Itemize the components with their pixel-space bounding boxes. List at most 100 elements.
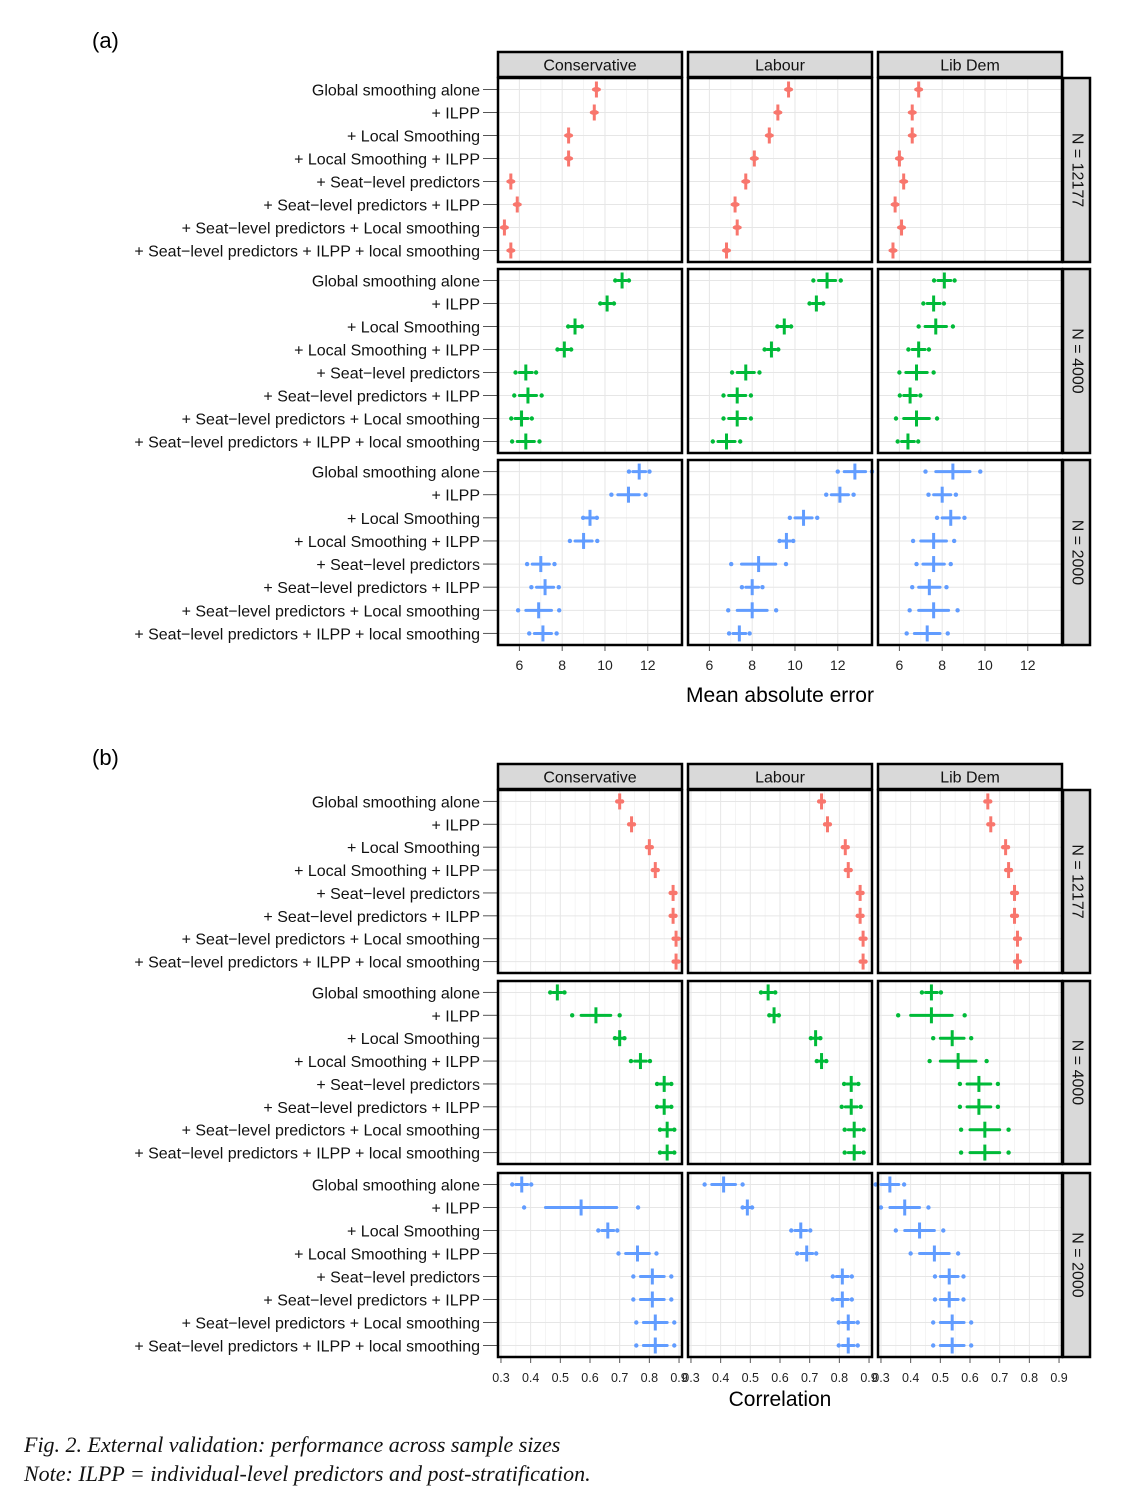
model-label: + Seat−level predictors + Local smoothin…: [182, 1123, 480, 1140]
estimate-outlier-dot: [863, 959, 868, 964]
estimate-outlier-dot: [757, 370, 762, 375]
estimate-outlier-dot: [647, 469, 652, 474]
estimate-outlier-dot: [908, 1251, 913, 1256]
estimate-outlier-dot: [765, 133, 770, 138]
estimate-outlier-dot: [842, 1127, 847, 1132]
estimate-outlier-dot: [529, 416, 535, 421]
model-label: + Local Smoothing + ILPP: [294, 152, 480, 169]
facet-border: [686, 458, 874, 647]
model-label: + Local Smoothing + ILPP: [294, 1054, 480, 1071]
estimate-outlier-dot: [622, 1035, 627, 1041]
x-tick-label: 0.7: [991, 1371, 1008, 1385]
estimate-outlier-dot: [1017, 936, 1023, 941]
estimate-outlier-dot: [777, 110, 782, 115]
estimate-outlier-dot: [836, 1320, 841, 1325]
estimate-outlier-dot: [738, 439, 743, 444]
estimate-outlier-dot: [910, 538, 916, 544]
estimate-outlier-dot: [672, 1127, 677, 1132]
estimate-outlier-dot: [741, 179, 747, 184]
estimate-outlier-dot: [958, 1150, 964, 1155]
estimate-outlier-dot: [556, 608, 562, 613]
estimate-outlier-dot: [958, 1127, 964, 1132]
estimate-outlier-dot: [858, 936, 863, 941]
estimate-outlier-dot: [524, 561, 530, 567]
estimate-outlier-dot: [740, 1182, 745, 1187]
estimate-outlier-dot: [889, 248, 894, 253]
sample-size-label: N = 4000: [1068, 1040, 1085, 1105]
sample-size-strip: [1061, 76, 1092, 264]
facet-background: [498, 78, 682, 262]
estimate-outlier-dot: [811, 278, 816, 283]
party-label: Conservative: [543, 770, 636, 787]
estimate-outlier-dot: [1014, 913, 1020, 919]
estimate-outlier-dot: [510, 1182, 515, 1187]
facet-background: [878, 78, 1062, 262]
facet-border: [496, 76, 684, 264]
estimate-outlier-dot: [654, 1104, 660, 1110]
model-label: + Seat−level predictors + ILPP: [263, 909, 480, 926]
estimate-outlier-dot: [776, 1013, 782, 1018]
estimate-outlier-dot: [926, 1205, 931, 1210]
estimate-outlier-dot: [931, 370, 936, 375]
model-label: + Local Smoothing: [347, 129, 480, 146]
estimate-outlier-dot: [722, 248, 727, 253]
estimate-outlier-dot: [631, 822, 637, 827]
x-tick-label: 0.8: [641, 1371, 658, 1385]
estimate-outlier-dot: [626, 822, 632, 827]
estimate-outlier-dot: [921, 301, 926, 306]
estimate-outlier-dot: [830, 1274, 836, 1279]
estimate-outlier-dot: [734, 202, 739, 207]
model-label: + Seat−level predictors + ILPP: [263, 1293, 480, 1310]
estimate-outlier-dot: [961, 1274, 966, 1279]
facet-border: [876, 979, 1064, 1166]
estimate-outlier-dot: [1006, 1150, 1011, 1155]
estimate-outlier-dot: [568, 133, 573, 138]
estimate-outlier-dot: [978, 469, 983, 474]
x-tick-label: 0.5: [932, 1371, 949, 1385]
estimate-outlier-dot: [758, 990, 764, 995]
estimate-outlier-dot: [668, 890, 673, 896]
estimate-outlier-dot: [873, 1182, 878, 1187]
estimate-outlier-dot: [598, 301, 603, 306]
estimate-outlier-dot: [745, 179, 750, 184]
estimate-outlier-dot: [914, 87, 920, 92]
estimate-outlier-dot: [634, 1320, 639, 1325]
model-label: + Seat−level predictors: [316, 1270, 480, 1287]
estimate-outlier-dot: [721, 416, 726, 421]
estimate-outlier-dot: [672, 1150, 677, 1155]
estimate-outlier-dot: [669, 1274, 674, 1279]
estimate-outlier-dot: [1008, 867, 1014, 873]
estimate-outlier-dot: [721, 393, 726, 398]
estimate-outlier-dot: [848, 867, 853, 873]
x-tick-label: 0.4: [902, 1371, 919, 1385]
model-label: + Seat−level predictors + ILPP + local s…: [134, 244, 480, 261]
estimate-outlier-dot: [897, 225, 903, 230]
x-tick-label: 12: [1020, 657, 1036, 673]
estimate-outlier-dot: [861, 1150, 866, 1155]
estimate-outlier-dot: [548, 990, 553, 995]
estimate-outlier-dot: [855, 1343, 860, 1348]
estimate-outlier-dot: [910, 584, 915, 590]
estimate-outlier-dot: [911, 110, 917, 115]
estimate-outlier-dot: [897, 393, 903, 398]
estimate-outlier-dot: [1004, 867, 1009, 873]
estimate-outlier-dot: [860, 890, 865, 896]
estimate-outlier-dot: [916, 439, 921, 444]
estimate-outlier-dot: [615, 799, 620, 804]
estimate-outlier-dot: [613, 278, 618, 283]
estimate-outlier-dot: [654, 1081, 660, 1087]
model-label: + Local Smoothing + ILPP: [294, 534, 480, 551]
model-label: Global smoothing alone: [312, 465, 480, 482]
estimate-outlier-dot: [669, 1297, 674, 1302]
estimate-outlier-dot: [626, 278, 632, 283]
estimate-outlier-dot: [676, 959, 681, 964]
estimate-outlier-dot: [836, 1343, 841, 1348]
estimate-outlier-dot: [814, 1058, 819, 1064]
estimate-outlier-dot: [644, 844, 650, 850]
estimate-outlier-dot: [840, 844, 846, 850]
estimate-outlier-dot: [655, 867, 660, 873]
estimate-outlier-dot: [676, 936, 681, 941]
estimate-outlier-dot: [747, 631, 752, 636]
model-label: + Local Smoothing + ILPP: [294, 863, 480, 880]
estimate-outlier-dot: [821, 799, 827, 804]
